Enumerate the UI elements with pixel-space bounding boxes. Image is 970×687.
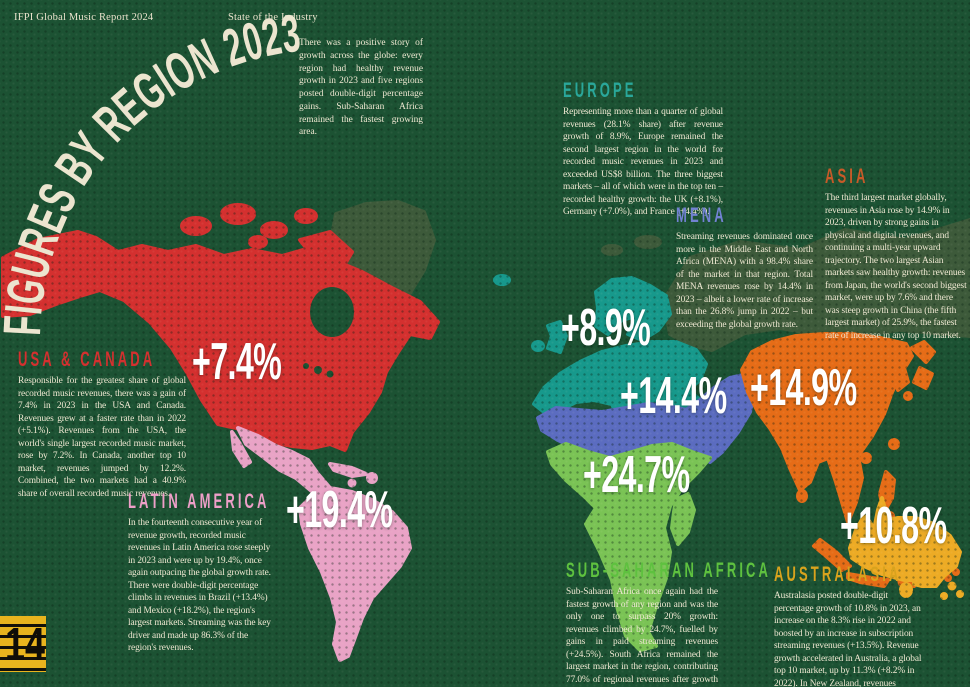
page-title-text: FIGURES BY REGION 2023	[0, 6, 303, 337]
region-body-europe: Representing more than a quarter of glob…	[563, 107, 723, 217]
map-water-carves	[303, 287, 354, 378]
region-body-asia: The third largest market globally, reven…	[825, 193, 967, 341]
region-body-australasia: Australasia posted double-digit percenta…	[774, 591, 922, 687]
page-title: FIGURES BY REGION 2023	[0, 6, 304, 337]
region-block-australasia: AUSTRALASIA Australasia posted double-di…	[774, 564, 926, 687]
map-region-sub-saharan-africa	[546, 442, 712, 652]
report-header: IFPI Global Music Report 2024	[14, 12, 154, 23]
section-header: State of the Industry	[228, 12, 318, 23]
region-heading-usa-canada: USA & CANADA	[18, 348, 156, 371]
growth-label-europe: +8.9%	[561, 299, 651, 357]
map-region-usa-canada	[1, 203, 440, 452]
region-heading-latin-america: LATIN AMERICA	[128, 490, 270, 513]
svg-text:FIGURES BY REGION 2023: FIGURES BY REGION 2023	[0, 6, 304, 337]
intro-paragraph: There was a positive story of growth acr…	[299, 38, 423, 138]
region-block-usa-canada: USA & CANADA Responsible for the greates…	[18, 349, 186, 500]
region-heading-australasia: AUSTRALASIA	[774, 563, 902, 586]
map-region-latin-america	[230, 426, 412, 662]
region-block-asia: ASIA The third largest market globally, …	[825, 166, 967, 342]
region-heading-sub-saharan-africa: SUB-SAHARAN AFRICA	[566, 559, 772, 582]
region-block-sub-saharan-africa: SUB-SAHARAN AFRICA Sub-Saharan Africa on…	[566, 559, 772, 687]
region-heading-europe: EUROPE	[563, 79, 637, 102]
growth-label-mena: +14.4%	[620, 367, 727, 425]
region-body-sub-saharan-africa: Sub-Saharan Africa once again had the fa…	[566, 587, 718, 685]
growth-label-latin-america: +19.4%	[286, 481, 393, 539]
map-region-europe	[493, 274, 708, 420]
map-region-australasia	[848, 496, 964, 600]
region-block-latin-america: LATIN AMERICA In the fourteenth consecut…	[128, 491, 278, 655]
region-block-europe: EUROPE Representing more than a quarter …	[563, 80, 723, 219]
region-heading-mena: MENA	[676, 204, 727, 227]
page-number-tab: 14	[0, 616, 46, 672]
region-body-mena: Streaming revenues dominated once more i…	[676, 232, 813, 330]
growth-label-usa-canada: +7.4%	[192, 333, 282, 391]
page-number: 14	[5, 618, 45, 670]
region-block-mena: MENA Streaming revenues dominated once m…	[676, 205, 813, 331]
region-body-usa-canada: Responsible for the greatest share of gl…	[18, 376, 186, 499]
growth-label-sub-saharan-africa: +24.7%	[583, 446, 690, 504]
map-landmass-russia	[601, 218, 970, 352]
region-body-latin-america: In the fourteenth consecutive year of re…	[128, 518, 271, 653]
growth-label-asia: +14.9%	[750, 359, 857, 417]
growth-label-australasia: +10.8%	[840, 497, 947, 555]
region-heading-asia: ASIA	[825, 165, 869, 188]
